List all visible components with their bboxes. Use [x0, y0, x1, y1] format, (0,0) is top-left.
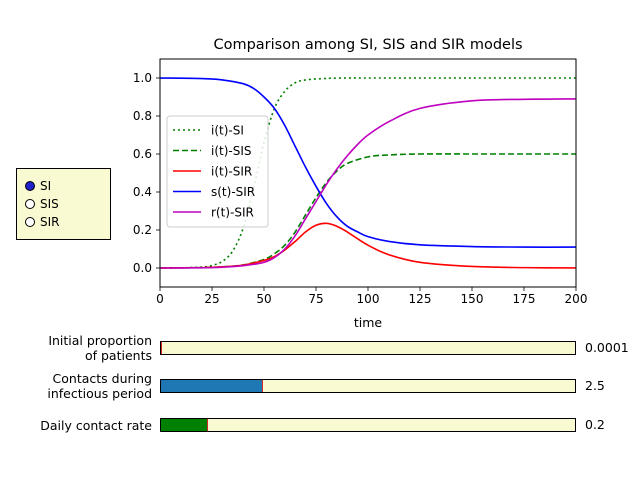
x-tick-label: 175: [513, 292, 536, 306]
series-line-r-t-sir: [159, 98, 577, 269]
x-tick-label: 100: [357, 292, 380, 306]
radio-option-si[interactable]: SI: [25, 179, 51, 193]
x-axis: 0 25 50 75 100 125 150 175 200: [156, 287, 587, 306]
legend-label: i(t)-SIS: [211, 144, 252, 158]
series-line-i-t-si: [159, 77, 576, 269]
slider-track[interactable]: [160, 341, 576, 355]
series-line-i-t-sir: [159, 222, 577, 269]
x-tick-label: 125: [409, 292, 432, 306]
x-axis-label: time: [354, 315, 383, 330]
y-tick-label: 1.0: [133, 71, 152, 85]
radio-label: SIS: [40, 197, 59, 211]
y-tick-label: 0.0: [133, 261, 152, 275]
model-radio-panel: SI SIS SIR: [16, 168, 111, 240]
y-axis: 0.0 0.2 0.4 0.6 0.8 1.0: [133, 71, 160, 275]
x-tick-label: 0: [156, 292, 164, 306]
y-tick-label: 0.4: [133, 185, 152, 199]
series-line-s-t-sir: [159, 77, 577, 248]
slider-track[interactable]: [160, 379, 576, 393]
x-tick-label: 25: [204, 292, 219, 306]
radio-option-sir[interactable]: SIR: [25, 215, 60, 229]
legend-frame: [166, 115, 269, 228]
x-tick-label: 150: [461, 292, 484, 306]
x-tick-label: 50: [256, 292, 271, 306]
y-tick-label: 0.8: [133, 109, 152, 123]
slider-label: Daily contact rate: [40, 417, 152, 433]
slider-value: 0.0001: [585, 340, 629, 355]
slider-track[interactable]: [160, 418, 576, 432]
legend-label: s(t)-SIR: [211, 185, 255, 199]
chart-title: Comparison among SI, SIS and SIR models: [213, 37, 522, 53]
radio-label: SIR: [40, 215, 60, 229]
x-tick-label: 200: [565, 292, 588, 306]
radio-circle-icon[interactable]: [25, 181, 35, 191]
slider-handle[interactable]: [206, 419, 208, 431]
x-tick-label: 75: [308, 292, 323, 306]
slider-label: Contacts during infectious period: [47, 371, 152, 401]
plot-series-group: [159, 77, 577, 269]
legend-label: i(t)-SI: [211, 124, 244, 138]
y-tick-label: 0.6: [133, 147, 152, 161]
legend-label: r(t)-SIR: [211, 206, 254, 220]
y-tick-label: 0.2: [133, 223, 152, 237]
chart-legend: i(t)-SI i(t)-SIS i(t)-SIR s(t)-SIR r(t)-SIR: [166, 115, 269, 228]
radio-circle-icon[interactable]: [25, 217, 35, 227]
slider-value: 0.2: [585, 417, 605, 432]
slider-fill: [161, 380, 263, 392]
legend-label: i(t)-SIR: [211, 165, 252, 179]
slider-handle[interactable]: [262, 380, 264, 392]
slider-value: 2.5: [585, 378, 605, 393]
radio-label: SI: [40, 179, 52, 193]
slider-label: Initial proportion of patients: [48, 333, 152, 363]
slider-handle[interactable]: [161, 342, 162, 354]
radio-circle-icon[interactable]: [25, 199, 35, 209]
radio-option-sis[interactable]: SIS: [25, 197, 59, 211]
slider-fill: [161, 419, 207, 431]
